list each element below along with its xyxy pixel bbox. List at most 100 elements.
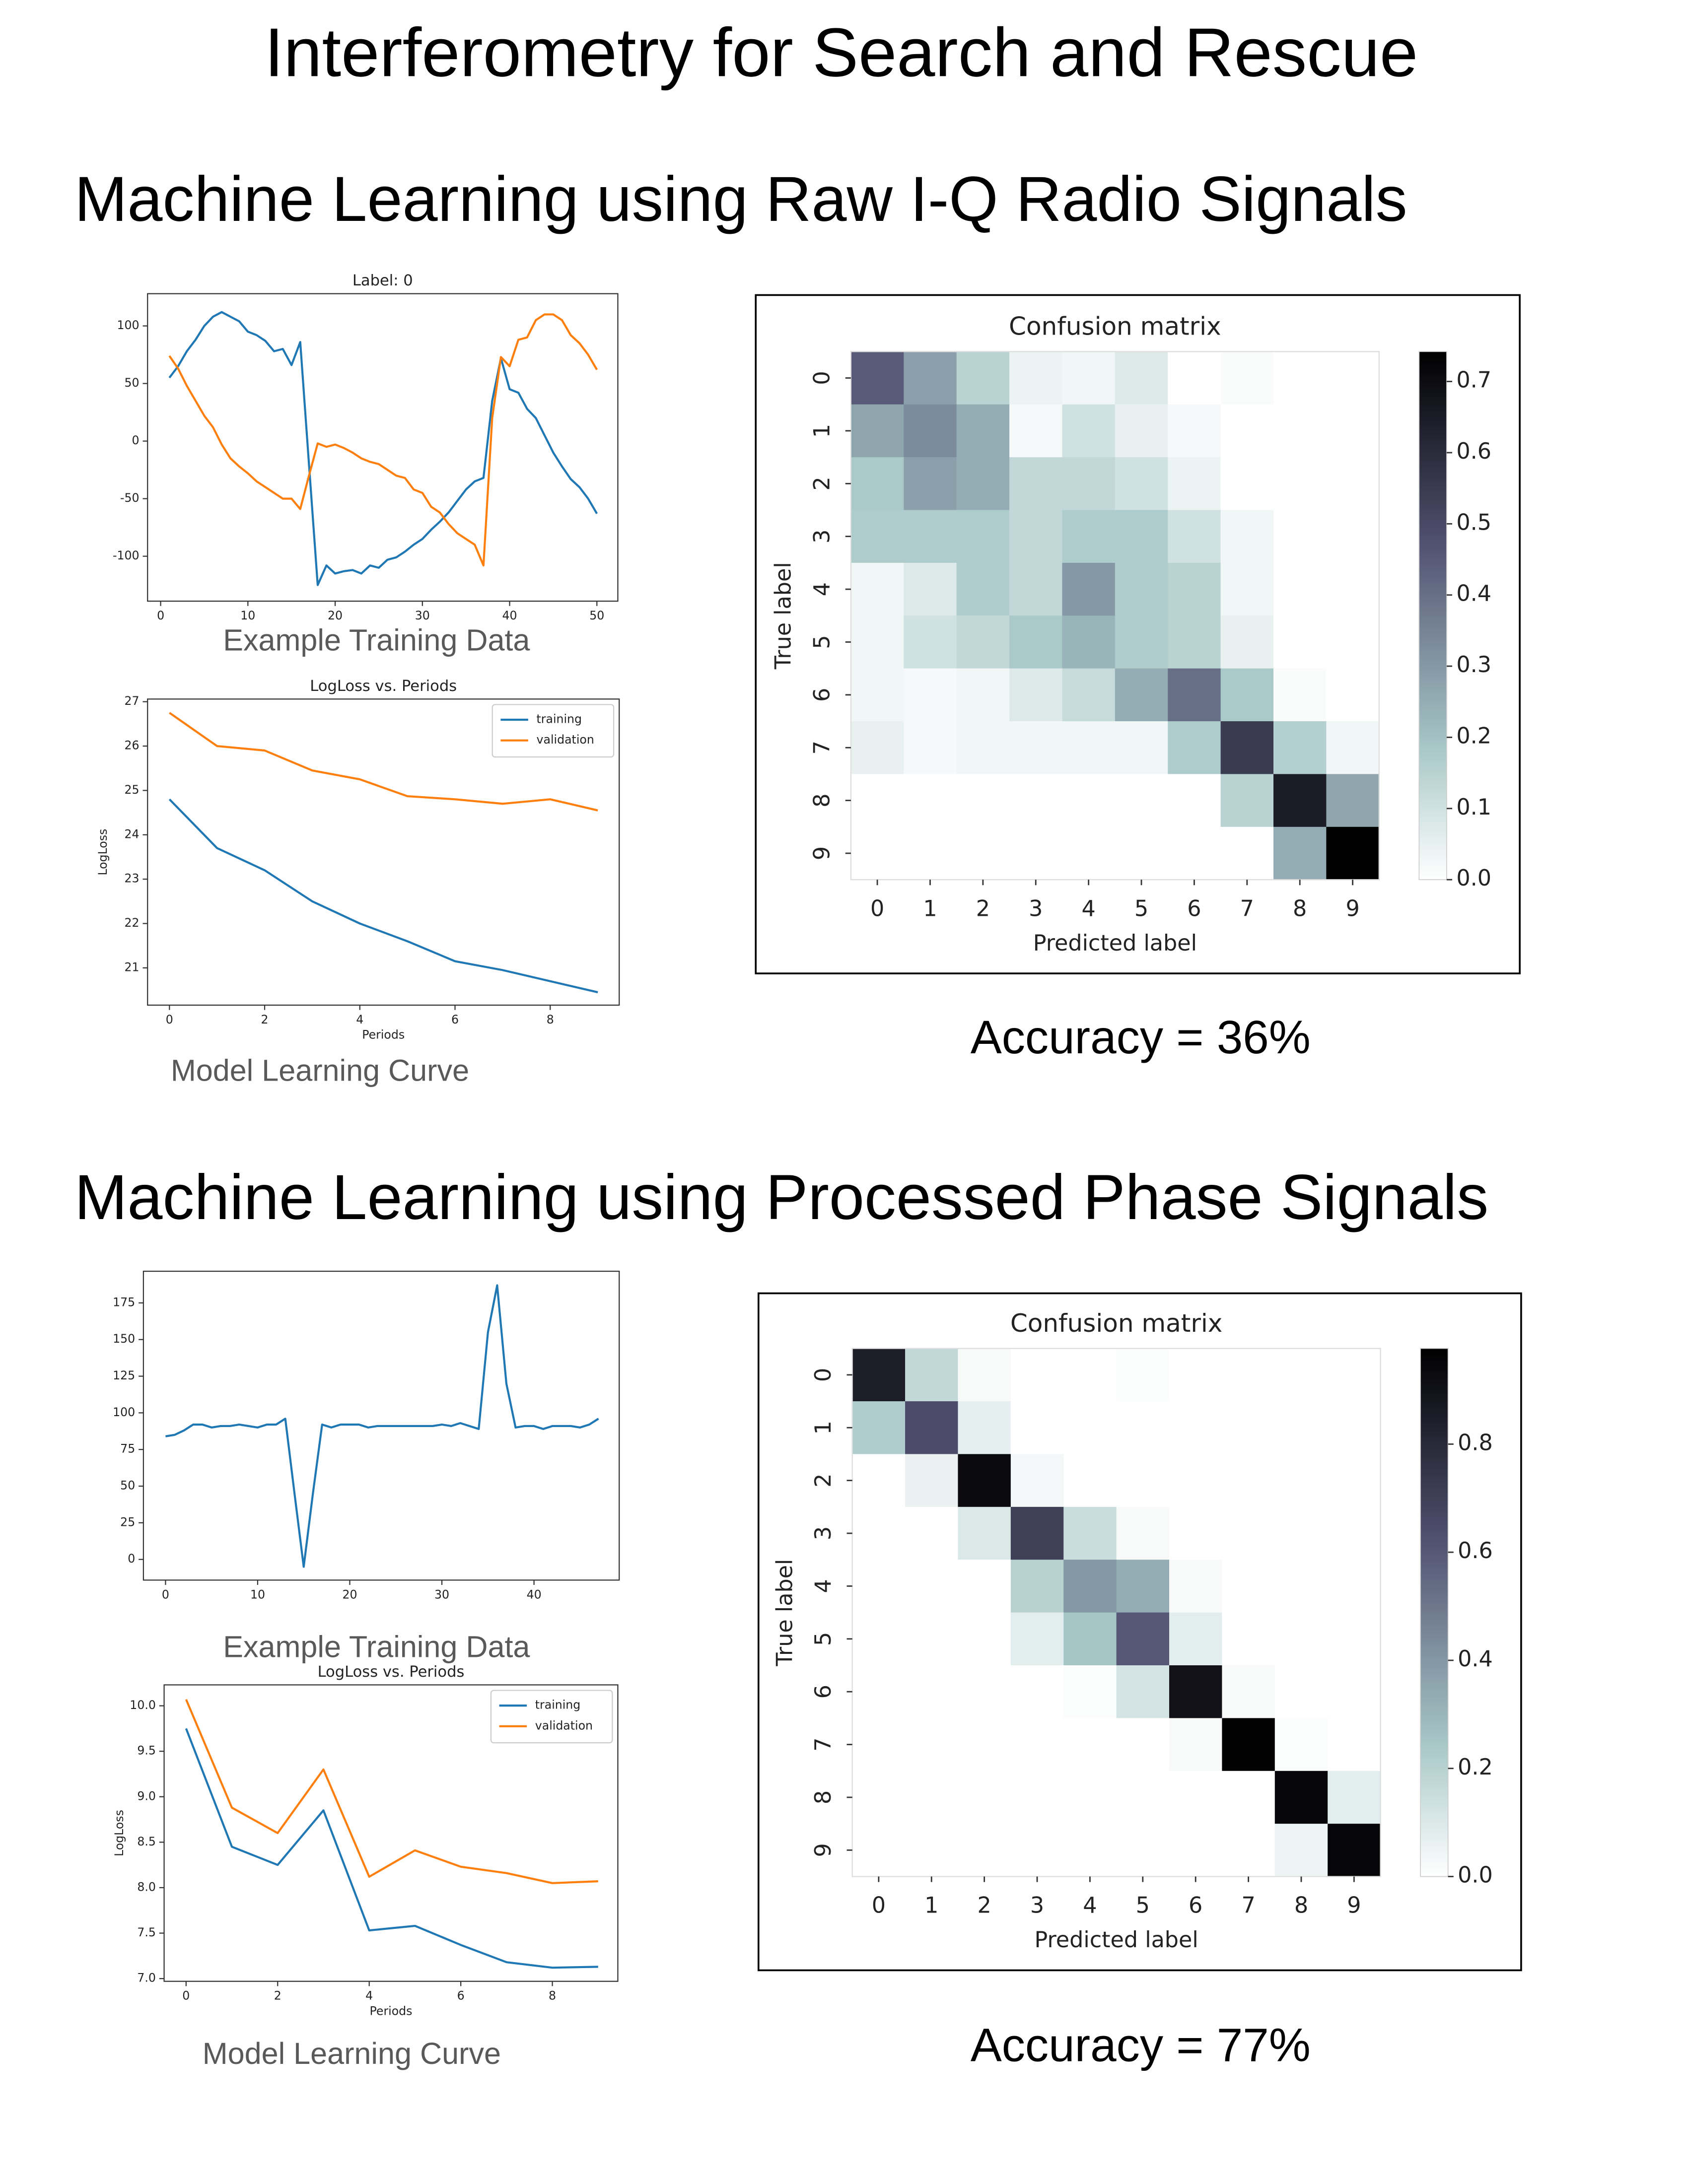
heatmap-cell: [904, 510, 957, 563]
heatmap-cell: [1169, 1718, 1223, 1772]
heatmap-cell: [905, 1348, 959, 1402]
heatmap-cell: [1063, 1612, 1117, 1666]
heatmap-cell: [852, 1348, 906, 1402]
x-tick-label: 9: [1345, 896, 1359, 921]
heatmap-cell: [1062, 668, 1116, 722]
y-tick-label: -100: [113, 548, 140, 562]
heatmap-cell: [1222, 1506, 1275, 1561]
heatmap-cell: [1328, 1401, 1381, 1455]
heatmap-cell: [850, 721, 905, 775]
heatmap-cell: [904, 774, 957, 827]
heatmap-cell: [1222, 1401, 1275, 1455]
heatmap-cell: [1169, 1665, 1223, 1719]
heatmap-cell: [1273, 826, 1327, 881]
legend-label: training: [535, 1698, 580, 1712]
heatmap-cell: [1274, 1348, 1328, 1402]
heatmap-cell: [904, 351, 957, 405]
heatmap-cell: [1273, 510, 1327, 563]
chart-caption: Model Learning Curve: [203, 2037, 501, 2070]
heatmap-cell: [850, 774, 905, 827]
heatmap-cell: [1222, 1718, 1275, 1772]
heatmap-cell: [1273, 721, 1327, 775]
y-tick-label: 75: [120, 1442, 135, 1456]
y-tick-label: 9.5: [137, 1744, 156, 1758]
heatmap-cell: [1009, 404, 1063, 458]
y-tick-label: 1: [809, 424, 835, 438]
heatmap-cell: [1222, 1560, 1275, 1613]
heatmap-cell: [1063, 1454, 1117, 1507]
y-axis-label: True label: [772, 1559, 797, 1667]
y-tick-label: 21: [125, 960, 140, 974]
heatmap-cell: [958, 1718, 1011, 1772]
y-tick-label: 3: [811, 1526, 836, 1540]
legend-box: [492, 704, 615, 758]
data-line: [165, 1284, 599, 1568]
heatmap-cell: [1222, 1454, 1275, 1507]
heatmap-cell: [1010, 1612, 1064, 1666]
chart-caption: Example Training Data: [223, 1630, 530, 1663]
heatmap-cell: [905, 1454, 959, 1507]
heatmap-border: [850, 351, 1380, 881]
heatmap-cell: [1010, 1771, 1064, 1824]
y-tick-label: 25: [125, 783, 140, 797]
x-tick-label: 1: [923, 896, 937, 921]
heatmap-cell: [1273, 351, 1327, 405]
heatmap-cell: [1010, 1348, 1064, 1402]
heatmap-cell: [1168, 510, 1221, 563]
y-tick-label: 8: [811, 1790, 836, 1804]
accuracy-caption: Accuracy = 36%: [971, 1012, 1311, 1064]
heatmap-cell: [1274, 1454, 1328, 1507]
y-tick-label: 2: [811, 1473, 836, 1487]
heatmap-cell: [852, 1718, 906, 1772]
heatmap-cell: [1326, 774, 1380, 827]
heatmap-cell: [1326, 351, 1380, 405]
heatmap-cell: [958, 1612, 1011, 1666]
colorbar-tick-label: 0.1: [1456, 795, 1491, 820]
heatmap-cell: [1168, 562, 1221, 616]
section-heading: Machine Learning using Raw I-Q Radio Sig…: [74, 164, 1407, 235]
heatmap-cell: [1326, 615, 1380, 669]
heatmap-cell: [1063, 1506, 1117, 1561]
heatmap-cell: [956, 615, 1010, 669]
x-tick-label: 9: [1347, 1893, 1361, 1918]
heatmap-cell: [1116, 1718, 1170, 1772]
heatmap-cell: [1168, 457, 1221, 511]
heatmap-cell: [1328, 1612, 1381, 1666]
x-tick-label: 2: [976, 896, 990, 921]
heatmap-cell: [1220, 457, 1274, 511]
heatmap-cell: [1273, 562, 1327, 616]
heatmap-cell: [1274, 1718, 1328, 1772]
colorbar: [1418, 351, 1447, 881]
x-tick-label: 5: [1134, 896, 1148, 921]
heatmap-cell: [1169, 1560, 1223, 1613]
x-tick-label: 8: [1294, 1893, 1308, 1918]
colorbar: [1420, 1348, 1449, 1877]
x-tick-label: 10: [240, 609, 255, 622]
heatmap-cell: [1328, 1771, 1381, 1824]
y-tick-label: 0: [809, 371, 835, 385]
heatmap-cell: [1274, 1401, 1328, 1455]
x-tick-label: 0: [872, 1893, 886, 1918]
line-chart: 0 10 20 30 40 0 25 50 75 100 125 150 175 Example Trai…: [113, 1271, 620, 1663]
heatmap-cell: [1116, 1612, 1170, 1666]
y-tick-label: 1: [811, 1421, 836, 1434]
heatmap-cell: [904, 668, 957, 722]
heatmap-cell: [1115, 668, 1169, 722]
heatmap-cell: [1062, 404, 1116, 458]
poster-title: Interferometry for Search and Rescue: [265, 14, 1418, 91]
heatmap-cell: [1220, 668, 1274, 722]
heatmap-cell: [1115, 562, 1169, 616]
x-tick-label: 0: [162, 1587, 169, 1601]
legend-label: validation: [537, 733, 594, 747]
heatmap-cell: [1328, 1348, 1381, 1402]
heatmap-cell: [1115, 615, 1169, 669]
x-tick-label: 5: [1136, 1893, 1150, 1918]
x-tick-label: 0: [182, 1989, 190, 2003]
x-tick-label: 8: [1293, 896, 1307, 921]
heatmap-cell: [1115, 510, 1169, 563]
heatmap-cell: [1116, 1454, 1170, 1507]
y-tick-label: 175: [113, 1295, 135, 1309]
heatmap-cell: [956, 774, 1010, 827]
y-tick-label: 9: [809, 846, 835, 860]
heatmap-cell: [956, 510, 1010, 563]
